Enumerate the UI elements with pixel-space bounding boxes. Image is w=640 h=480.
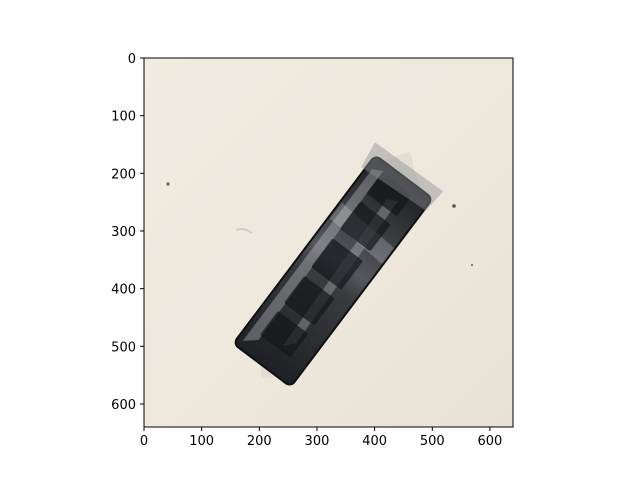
photo xyxy=(144,58,513,427)
x-tick-label: 0 xyxy=(140,434,148,449)
y-tick-label: 0 xyxy=(128,52,136,67)
x-tick-label: 500 xyxy=(420,434,445,449)
y-tick-label: 400 xyxy=(111,283,136,298)
y-axis-ticks: 0 100 200 300 400 500 600 xyxy=(111,52,144,413)
speck xyxy=(452,204,456,208)
y-tick-label: 200 xyxy=(111,167,136,182)
speck xyxy=(166,182,170,186)
smudge xyxy=(235,228,253,234)
speck xyxy=(470,263,474,267)
y-tick-label: 500 xyxy=(111,340,136,355)
axes-frame xyxy=(143,57,514,428)
y-tick-label: 100 xyxy=(111,110,136,125)
x-tick-label: 400 xyxy=(362,434,387,449)
y-tick-label: 300 xyxy=(111,225,136,240)
x-tick-label: 200 xyxy=(247,434,272,449)
y-tick-label: 600 xyxy=(111,398,136,413)
wrapped-object xyxy=(234,142,444,386)
x-axis-ticks: 0 100 200 300 400 500 600 xyxy=(140,427,502,449)
x-tick-label: 100 xyxy=(189,434,214,449)
x-tick-label: 600 xyxy=(478,434,503,449)
x-tick-label: 300 xyxy=(305,434,330,449)
